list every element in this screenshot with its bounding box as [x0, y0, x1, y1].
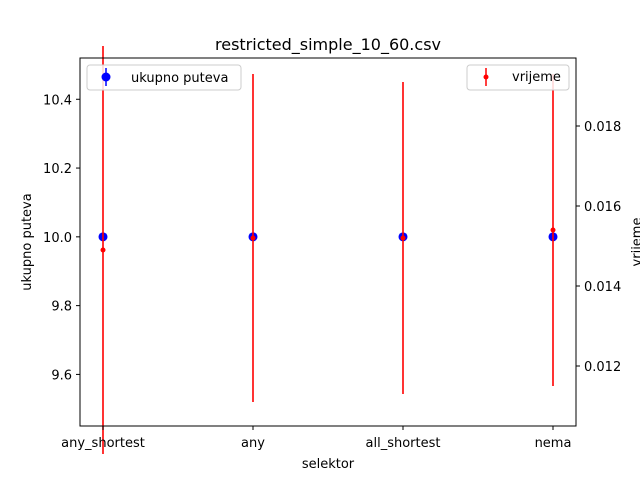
- x-tick-label: all_shortest: [366, 436, 441, 451]
- x-tick-label: any: [241, 436, 265, 451]
- left-y-axis: 9.6 9.8 10.0 10.2 10.4: [43, 93, 80, 383]
- right-y-tick-label: 0.016: [584, 200, 621, 215]
- left-y-axis-label: ukupno puteva: [20, 193, 35, 290]
- data-point: [550, 227, 556, 233]
- legend-label-vrijeme: vrijeme: [512, 70, 561, 85]
- right-y-axis-label: vrijeme: [630, 218, 640, 267]
- legend-marker-ukupno-puteva: [101, 72, 111, 82]
- left-y-tick-label: 9.6: [51, 368, 72, 383]
- left-y-tick-label: 10.2: [43, 162, 72, 177]
- plot-area: [98, 46, 558, 454]
- legend-ukupno-puteva: ukupno puteva: [86, 64, 242, 91]
- data-point: [400, 235, 406, 241]
- x-axis-label: selektor: [302, 457, 355, 472]
- right-y-tick-label: 0.018: [584, 120, 621, 135]
- chart-title: restricted_simple_10_60.csv: [215, 35, 441, 55]
- legend-label-ukupno-puteva: ukupno puteva: [131, 71, 228, 86]
- data-point: [100, 247, 106, 253]
- legend-vrijeme: vrijeme: [466, 64, 570, 91]
- data-point: [250, 235, 256, 241]
- left-y-tick-label: 10.4: [43, 93, 72, 108]
- left-y-tick-label: 9.8: [51, 300, 72, 315]
- x-tick-label: nema: [535, 436, 572, 451]
- left-y-tick-label: 10.0: [43, 231, 72, 246]
- axes-frame: [79, 57, 577, 427]
- right-y-axis: 0.012 0.014 0.016 0.018: [576, 120, 621, 375]
- right-y-tick-label: 0.014: [584, 280, 621, 295]
- x-axis: any_shortest any all_shortest nema: [61, 426, 571, 451]
- right-y-tick-label: 0.012: [584, 360, 621, 375]
- legend-marker-vrijeme: [483, 74, 489, 80]
- x-tick-label: any_shortest: [61, 436, 145, 451]
